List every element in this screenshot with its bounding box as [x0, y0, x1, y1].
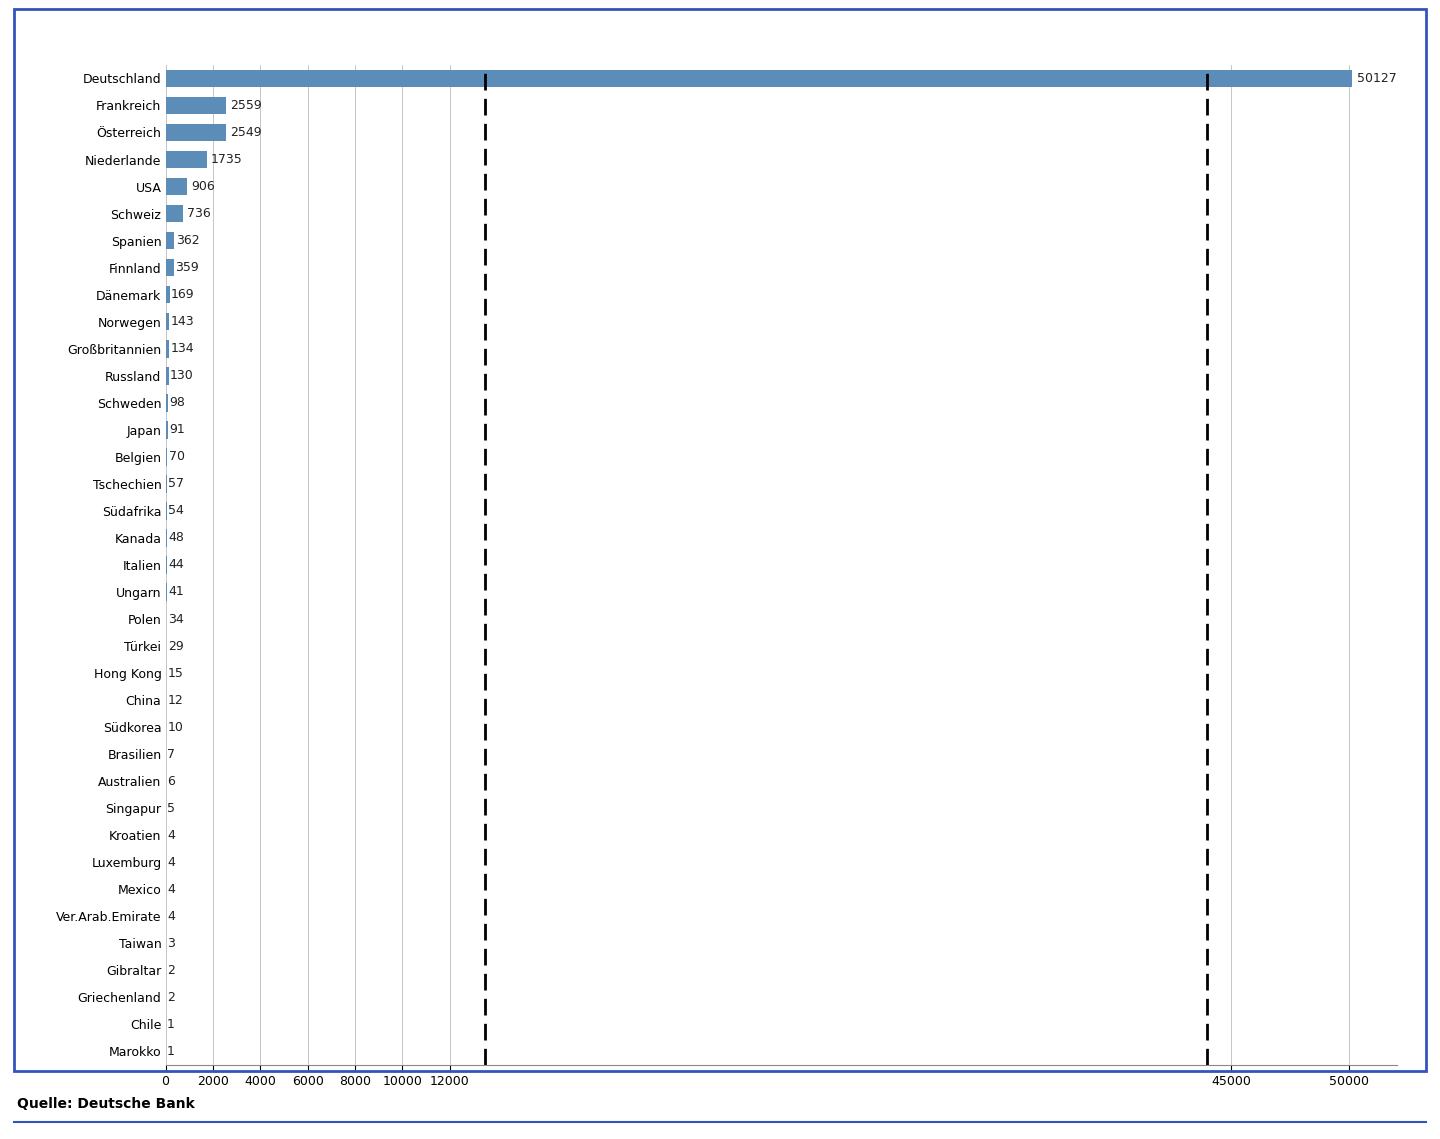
Bar — [166, 448, 167, 466]
Bar — [166, 124, 226, 141]
Text: 6: 6 — [167, 775, 176, 788]
Text: 2: 2 — [167, 964, 174, 977]
Text: 134: 134 — [170, 342, 194, 355]
Text: 130: 130 — [170, 369, 194, 383]
Text: 1735: 1735 — [210, 153, 243, 166]
Bar — [166, 421, 167, 439]
Text: 29: 29 — [167, 639, 183, 653]
Bar — [166, 394, 168, 411]
Text: 2549: 2549 — [230, 126, 262, 139]
Text: 44: 44 — [168, 558, 184, 572]
Text: 91: 91 — [168, 424, 184, 436]
Bar — [166, 313, 168, 330]
Text: 98: 98 — [170, 396, 186, 409]
Bar — [166, 339, 168, 358]
Text: 57: 57 — [168, 477, 184, 491]
Text: 4: 4 — [167, 883, 176, 895]
Bar — [166, 69, 1352, 88]
Text: 2: 2 — [167, 991, 174, 1003]
Text: 736: 736 — [187, 207, 212, 220]
Text: 359: 359 — [176, 261, 199, 274]
Text: 5: 5 — [167, 802, 176, 814]
Bar — [166, 232, 174, 249]
Text: Quelle: Deutsche Bank: Quelle: Deutsche Bank — [17, 1097, 194, 1111]
Text: 2559: 2559 — [230, 99, 262, 112]
Text: 12: 12 — [167, 694, 183, 706]
Bar — [166, 97, 226, 114]
Bar — [166, 259, 174, 277]
Text: 169: 169 — [171, 288, 194, 301]
Text: 7: 7 — [167, 747, 176, 761]
Text: 15: 15 — [167, 666, 183, 680]
Text: 54: 54 — [168, 505, 184, 517]
Text: 1: 1 — [167, 1044, 174, 1058]
Text: 50127: 50127 — [1356, 72, 1397, 85]
Text: 362: 362 — [176, 235, 199, 247]
Bar — [166, 178, 187, 195]
Text: 906: 906 — [192, 180, 215, 192]
Text: 143: 143 — [170, 316, 194, 328]
Text: 10: 10 — [167, 721, 183, 734]
Text: 34: 34 — [168, 613, 183, 625]
Bar — [166, 150, 207, 169]
Bar — [166, 367, 168, 385]
Bar — [166, 286, 170, 303]
Text: 4: 4 — [167, 910, 176, 923]
Text: 3: 3 — [167, 937, 176, 950]
Text: 1: 1 — [167, 1018, 174, 1031]
Bar — [166, 205, 183, 222]
Text: Grafik 4: Herkunft der Basiswerte im Aktienbereich (Anzahl): Grafik 4: Herkunft der Basiswerte im Akt… — [24, 21, 636, 38]
Text: 4: 4 — [167, 855, 176, 869]
Text: 48: 48 — [168, 532, 184, 544]
Text: 4: 4 — [167, 829, 176, 842]
Text: 70: 70 — [168, 450, 184, 464]
Text: 41: 41 — [168, 585, 184, 598]
